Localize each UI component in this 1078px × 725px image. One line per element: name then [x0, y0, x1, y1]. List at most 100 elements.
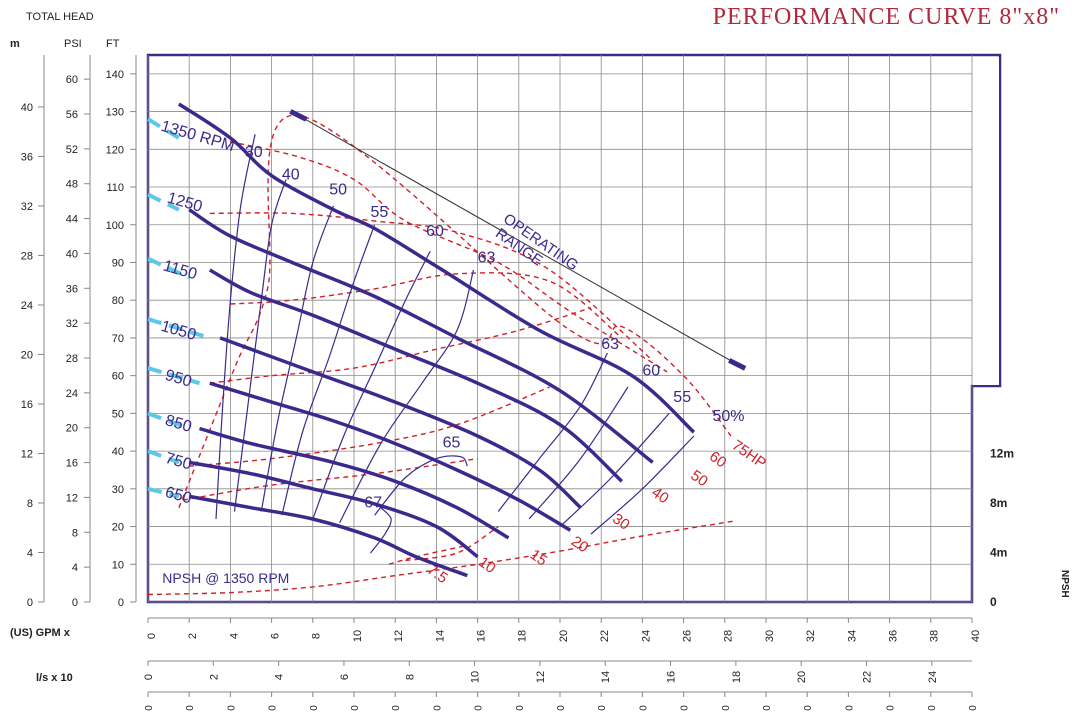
efficiency-curve — [497, 352, 608, 512]
npsh-tick-label: 4m — [990, 546, 1007, 560]
hp-curve — [405, 526, 499, 562]
psi-tick-label: 32 — [66, 318, 78, 330]
operating-range-end — [728, 358, 747, 371]
third-tick-label: 0 — [927, 705, 938, 711]
rpm-label: 1050 — [159, 318, 198, 344]
gpm-tick-label: 20 — [558, 630, 570, 642]
m-tick-label: 4 — [27, 547, 33, 559]
ls-tick-label: 20 — [796, 671, 808, 683]
m-tick-label: 32 — [21, 201, 33, 213]
rpm-curve — [199, 426, 510, 540]
rpm-extension — [147, 366, 201, 386]
m-tick-label: 0 — [27, 597, 33, 609]
third-tick-label: 0 — [309, 705, 320, 711]
gpm-tick-label: 4 — [228, 633, 240, 639]
npsh-tick-label: 0 — [990, 595, 997, 609]
operating-range-line — [298, 114, 738, 365]
efficiency-curve — [590, 435, 695, 535]
gpm-tick-label: 14 — [434, 630, 446, 642]
efficiency-curve — [215, 134, 256, 520]
gpm-tick-label: 0 — [146, 633, 158, 639]
m-tick-label: 36 — [21, 151, 33, 163]
hp-label: 50 — [687, 467, 710, 490]
rpm-label: 1250 — [165, 190, 204, 216]
efficiency-label: 50% — [712, 408, 744, 425]
rpm-curve — [209, 381, 572, 532]
hp-curve — [209, 307, 592, 384]
rpm-extension — [147, 449, 180, 465]
psi-tick-label: 40 — [66, 248, 78, 260]
efficiency-label: 55 — [673, 389, 691, 406]
psi-tick-label: 28 — [66, 353, 78, 365]
gpm-tick-label: 22 — [599, 630, 611, 642]
psi-tick-label: 0 — [72, 597, 78, 609]
rpm-extension — [147, 256, 191, 280]
third-tick-label: 0 — [350, 705, 361, 711]
gpm-tick-label: 6 — [270, 633, 282, 639]
hp-label: 30 — [609, 510, 632, 533]
gpm-tick-label: 40 — [970, 630, 982, 642]
gpm-tick-label: 34 — [846, 630, 858, 642]
ft-tick-label: 0 — [118, 597, 124, 609]
ls-tick-label: 18 — [731, 671, 743, 683]
third-tick-label: 0 — [185, 705, 196, 711]
ft-tick-label: 140 — [106, 69, 124, 81]
psi-tick-label: 12 — [66, 492, 78, 504]
third-tick-label: 0 — [844, 705, 855, 711]
gpm-tick-label: 32 — [805, 630, 817, 642]
frame-fill — [973, 57, 999, 385]
psi-tick-label: 56 — [66, 109, 78, 121]
third-tick-label: 0 — [474, 705, 485, 711]
rpm-extension — [147, 192, 180, 212]
third-tick-label: 0 — [556, 705, 567, 711]
hp-curve — [230, 141, 668, 373]
ls-tick-label: 14 — [600, 671, 612, 683]
rpm-label: 850 — [163, 412, 193, 436]
efficiency-label: 60 — [642, 363, 660, 380]
psi-tick-label: 36 — [66, 283, 78, 295]
gpm-tick-label: 8 — [311, 633, 323, 639]
third-tick-label: 0 — [968, 705, 979, 711]
m-tick-label: 24 — [21, 300, 33, 312]
rpm-curve — [188, 208, 654, 464]
ls-tick-label: 8 — [404, 674, 416, 680]
m-tick-label: 28 — [21, 250, 33, 262]
third-tick-label: 0 — [803, 705, 814, 711]
ls-tick-label: 4 — [274, 674, 286, 680]
gpm-tick-label: 26 — [682, 630, 694, 642]
ls-tick-label: 12 — [535, 671, 547, 683]
gpm-tick-label: 38 — [929, 630, 941, 642]
efficiency-curve — [281, 224, 376, 516]
hp-label: 20 — [568, 533, 591, 556]
ft-tick-label: 50 — [112, 408, 124, 420]
efficiency-curve — [528, 386, 629, 520]
hp-label: 10 — [475, 554, 498, 577]
axes-layer: m PSI FT0481216202428323640048121620242832… — [10, 38, 1070, 711]
efficiency-label: 65 — [443, 434, 461, 451]
ls-tick-label: 24 — [927, 671, 939, 683]
third-tick-label: 0 — [721, 705, 732, 711]
gpm-tick-label: 30 — [764, 630, 776, 642]
hp-label: 40 — [648, 484, 671, 507]
psi-tick-label: 48 — [66, 179, 78, 191]
psi-tick-label: 60 — [66, 74, 78, 86]
hp-curve — [189, 386, 550, 467]
rpm-curve — [177, 102, 696, 434]
third-tick-label: 0 — [680, 705, 691, 711]
gpm-tick-label: 12 — [393, 630, 405, 642]
efficiency-curve — [374, 455, 468, 516]
third-tick-label: 0 — [391, 705, 402, 711]
m-tick-label: 8 — [27, 498, 33, 510]
third-tick-label: 0 — [597, 705, 608, 711]
rpm-label: 750 — [163, 450, 193, 474]
rpm-extension — [147, 317, 211, 340]
rpm-label: 1150 — [161, 258, 199, 284]
gpm-tick-label: 36 — [888, 630, 900, 642]
efficiency-curve — [370, 507, 392, 554]
chart-title: PERFORMANCE CURVE 8"x8" — [712, 4, 1060, 30]
rpm-curve — [219, 336, 582, 509]
efficiency-curve — [233, 179, 287, 512]
npsh-axis-label: NPSH — [1059, 570, 1070, 598]
